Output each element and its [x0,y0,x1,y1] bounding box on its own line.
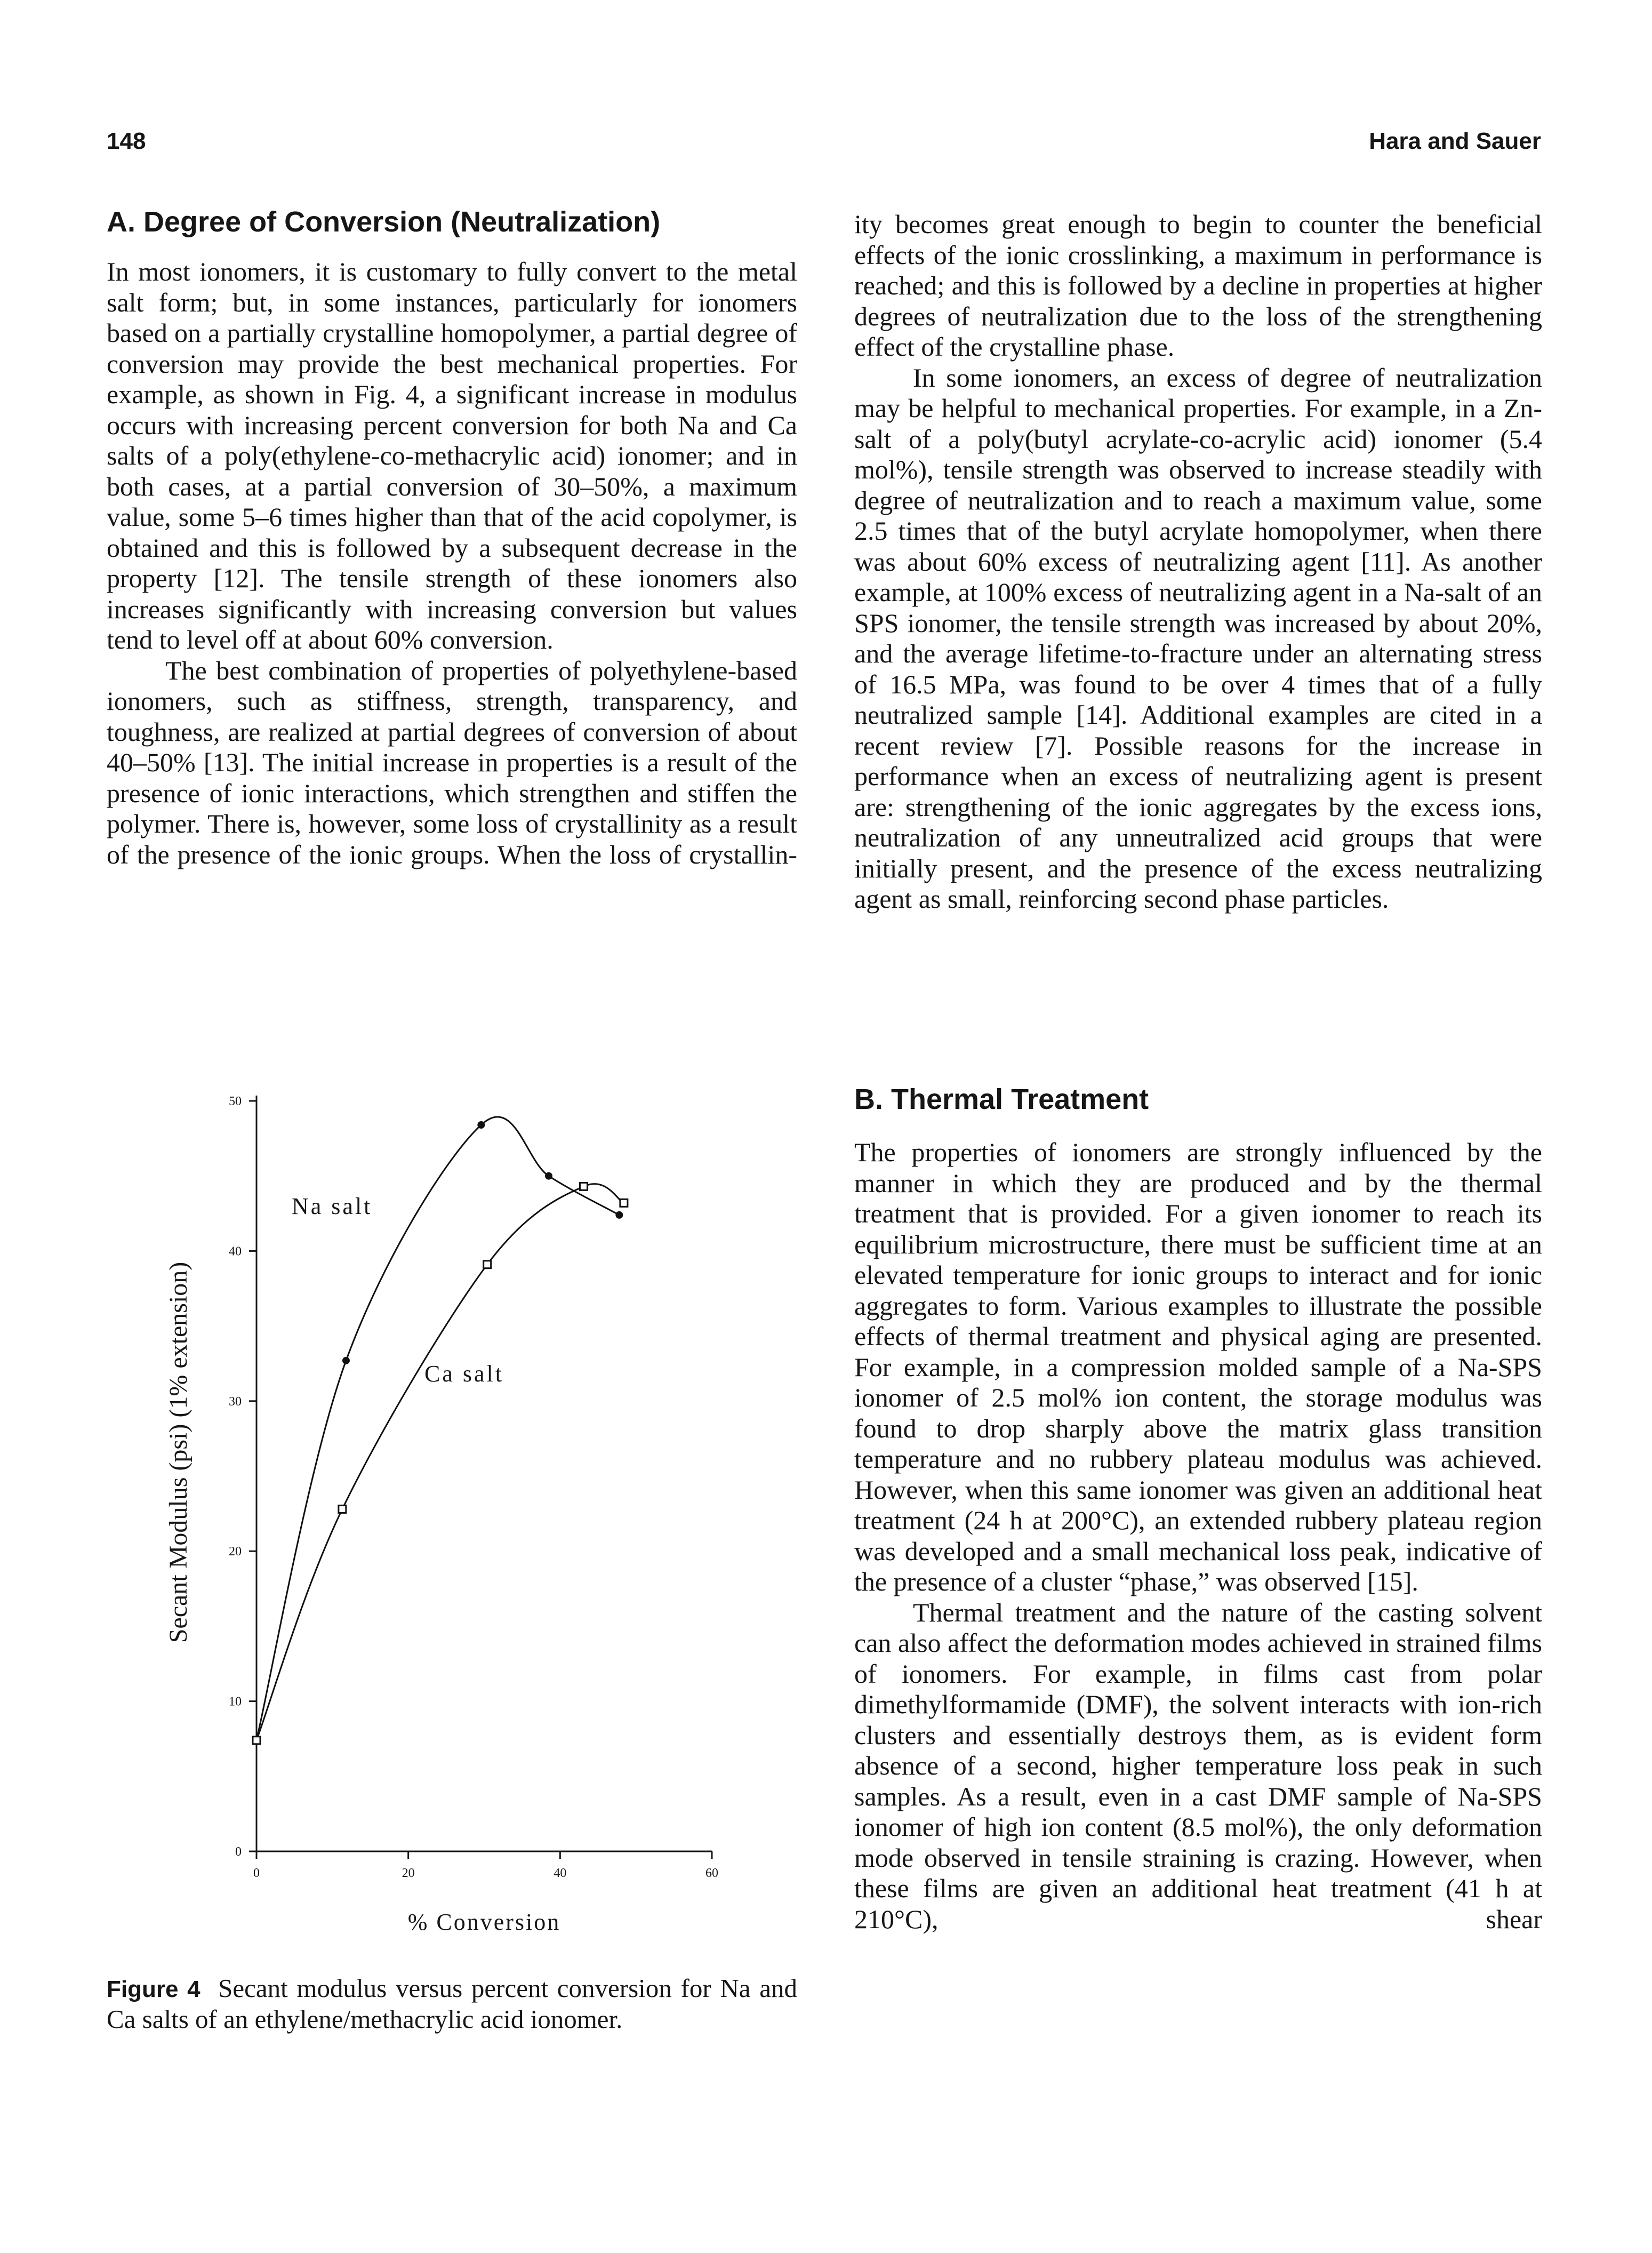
data-point [579,1181,588,1191]
data-point [342,1356,350,1364]
section-b: B. Thermal Treatment The properties of i… [854,1083,1542,1935]
figure-label: Figure 4 [107,1976,201,2002]
figure-chart: 0 10 20 30 40 50 0 20 40 60 % Conversion Secant Mod… [164,1094,718,1935]
x-axis-label: % Conversion [408,1909,561,1935]
y-axis-label: Secant Modulus (psi) (1% extension) [164,1262,193,1643]
series-line [255,1183,624,1741]
y-tick-label: 30 [229,1395,242,1409]
paragraph: The properties of ionomers are strongly … [854,1137,1542,1596]
data-point [338,1504,347,1514]
data-point [544,1172,552,1180]
figure-caption: Figure 4 Secant modulus versus percent c… [107,1974,797,2034]
data-point [252,1736,261,1745]
section-heading: A. Degree of Conversion (Neutralization) [107,206,661,238]
paragraph: In some ionomers, an excess of degree of… [854,362,1542,914]
running-head: Hara and Sauer [1369,128,1541,154]
x-tick-label: 60 [705,1866,718,1880]
x-tick-label: 40 [554,1866,566,1880]
data-point [483,1260,492,1269]
caption-text: Secant modulus versus percent conversion… [107,1974,797,2034]
section-heading: B. Thermal Treatment [854,1083,1149,1115]
paragraph: Thermal treatment and the nature of the … [854,1597,1542,1934]
y-tick-label: 40 [229,1244,242,1258]
data-point [615,1211,623,1219]
left-column: A. Degree of Conversion (Neutralization)… [107,205,797,870]
page-number: 148 [107,128,146,154]
paragraph: The best combination of properties of po… [107,655,797,869]
data-point [619,1198,629,1208]
y-tick-label: 50 [229,1094,242,1108]
paragraph: In most ionomers, it is customary to ful… [107,257,797,654]
annotation: Na salt [292,1193,372,1219]
y-tick-label: 0 [235,1845,242,1859]
y-tick-label: 20 [229,1545,242,1559]
y-tick-label: 10 [229,1695,242,1709]
right-column: ity becomes great enough to begin to cou… [854,209,1542,915]
paragraph: ity becomes great enough to begin to cou… [854,209,1542,362]
x-tick-label: 0 [253,1866,260,1880]
data-point [477,1121,485,1129]
x-tick-label: 20 [402,1866,415,1880]
annotation: Ca salt [424,1361,504,1387]
